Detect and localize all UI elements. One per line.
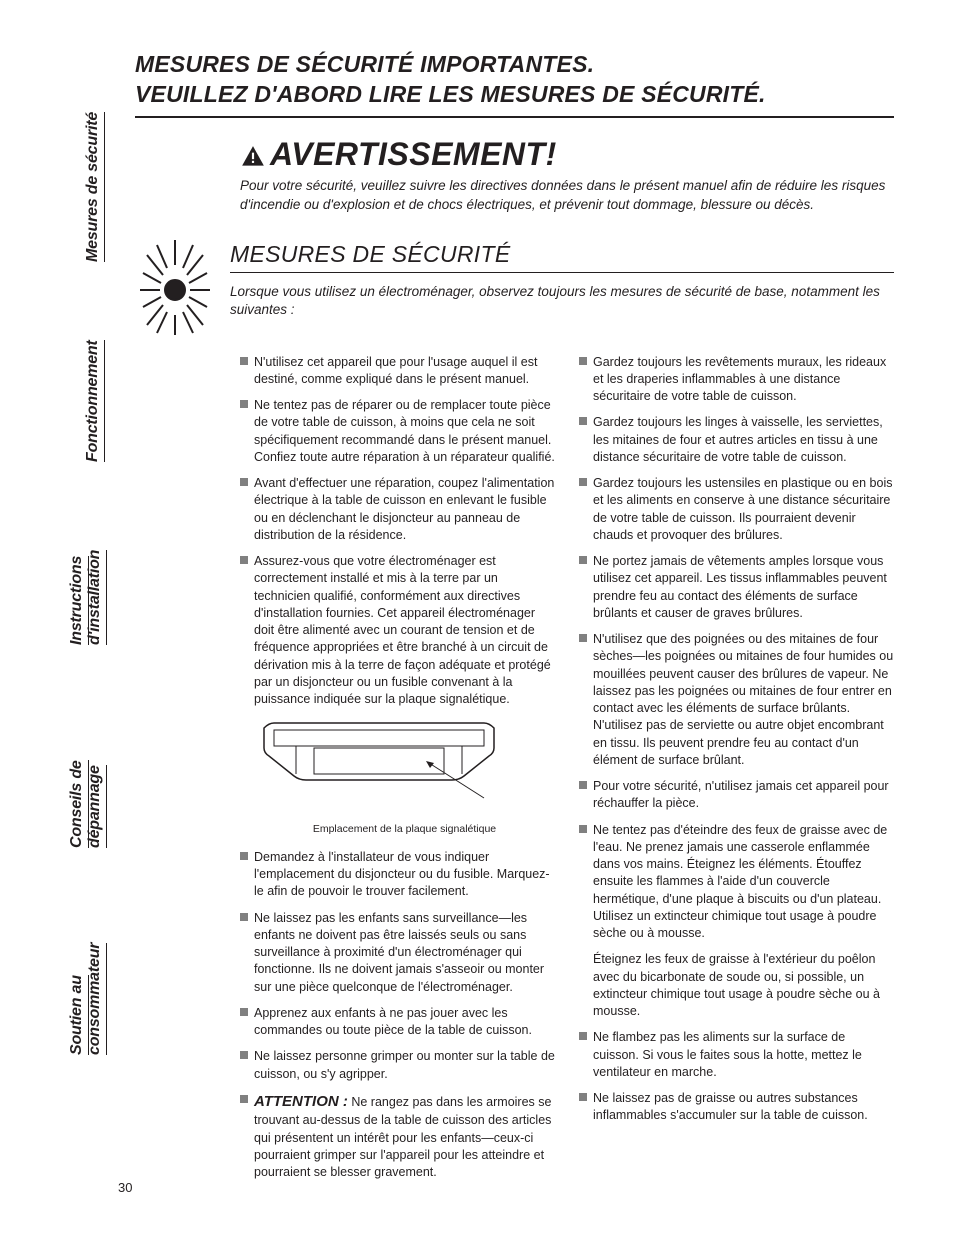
right-column: Gardez toujours les revêtements muraux, … [579,354,894,1191]
safety-columns: N'utilisez cet appareil que pour l'usage… [240,354,894,1191]
explosion-icon [135,235,215,340]
figure-caption: Emplacement de la plaque signalétique [254,822,555,836]
list-item: Ne flambez pas les aliments sur la surfa… [579,1029,894,1081]
safety-intro: Lorsque vous utilisez un électroménager,… [230,283,894,321]
list-item: Pour votre sécurité, n'utilisez jamais c… [579,778,894,813]
title-line-1: MESURES DE SÉCURITÉ IMPORTANTES. [135,51,594,77]
attention-label: ATTENTION : [254,1093,348,1110]
list-item: Ne laissez pas de graisse ou autres subs… [579,1090,894,1125]
attention-item: ATTENTION : Ne rangez pas dans les armoi… [240,1092,555,1182]
warning-subtitle: Pour votre sécurité, veuillez suivre les… [240,177,894,215]
list-item: N'utilisez cet appareil que pour l'usage… [240,354,555,389]
tab-install-2: d'installation [86,550,107,645]
list-item: Ne portez jamais de vêtements amples lor… [579,553,894,622]
list-item: Ne laissez pas les enfants sans surveill… [240,910,555,996]
tab-safety: Mesures de sécurité [84,112,105,262]
list-item-continuation: Éteignez les feux de graisse à l'extérie… [579,951,894,1020]
list-item: Ne tentez pas d'éteindre des feux de gra… [579,822,894,943]
list-item: Avant d'effectuer une réparation, coupez… [240,475,555,544]
list-item: Ne laissez personne grimper ou monter su… [240,1048,555,1083]
list-item: Apprenez aux enfants à ne pas jouer avec… [240,1005,555,1040]
list-item: Gardez toujours les ustensiles en plasti… [579,475,894,544]
page-number: 30 [118,1180,132,1195]
list-item: N'utilisez que des poignées ou des mitai… [579,631,894,769]
list-item: Demandez à l'installateur de vous indiqu… [240,849,555,901]
safety-section-title: MESURES DE SÉCURITÉ [230,235,894,273]
left-column: N'utilisez cet appareil que pour l'usage… [240,354,555,1191]
title-line-2: VEUILLEZ D'ABORD LIRE LES MESURES DE SÉC… [135,81,766,107]
warning-triangle-icon [240,141,266,167]
safety-header-block: MESURES DE SÉCURITÉ Lorsque vous utilise… [135,235,894,340]
list-item: Assurez-vous que votre électroménager es… [240,553,555,708]
list-item: Gardez toujours les revêtements muraux, … [579,354,894,406]
warning-title: AVERTISSEMENT! [240,136,894,173]
tab-operation: Fonctionnement [84,340,105,462]
list-item: Ne tentez pas de réparer ou de remplacer… [240,397,555,466]
warning-block: AVERTISSEMENT! Pour votre sécurité, veui… [240,136,894,215]
list-item: Gardez toujours les linges à vaisselle, … [579,414,894,466]
rating-plate-figure: Emplacement de la plaque signalétique [254,718,555,836]
warning-title-text: AVERTISSEMENT! [270,136,557,173]
page-title: MESURES DE SÉCURITÉ IMPORTANTES. VEUILLE… [135,50,894,118]
tab-support-2: consommateur [86,943,107,1055]
sidebar-tabs: Mesures de sécurité Fonctionnement Instr… [60,50,100,1195]
tab-tips-2: dépannage [86,765,107,848]
